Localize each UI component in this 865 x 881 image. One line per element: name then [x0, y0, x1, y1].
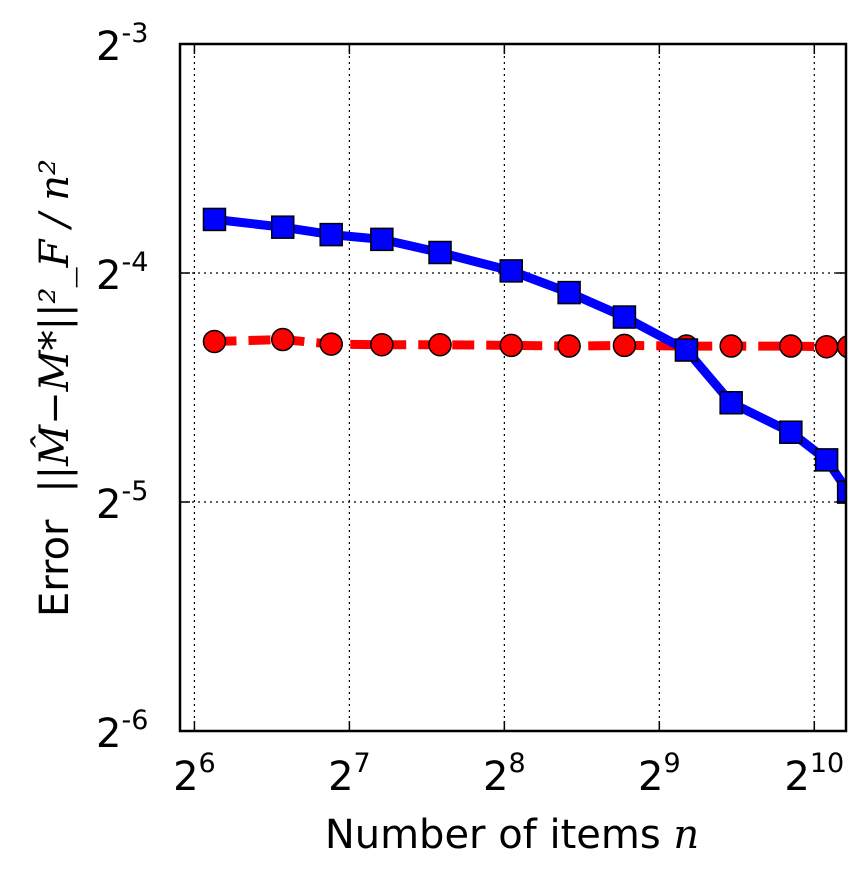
series-1-point-7 [612, 333, 637, 358]
series-1-point-9 [719, 334, 743, 358]
y-axis-label-text: Error [32, 519, 78, 617]
series-0-point-0 [202, 207, 227, 232]
series-0-point-11 [814, 448, 839, 472]
x-tick-label-0: 26 [173, 748, 216, 800]
x-tick-label-2: 28 [483, 748, 526, 800]
series-0-point-7 [612, 305, 637, 329]
series-0-point-1 [270, 215, 295, 239]
series-1-point-10 [779, 334, 803, 358]
series-1-line [214, 335, 846, 352]
series-layer [202, 207, 865, 535]
series-1-point-2 [319, 332, 343, 356]
grid [180, 43, 846, 732]
x-tick-label-3: 29 [638, 748, 681, 800]
series-0 [202, 207, 865, 535]
series-0-point-8 [674, 338, 699, 362]
series-1-point-4 [428, 332, 452, 357]
series-1-point-3 [370, 332, 394, 357]
series-1-point-6 [557, 334, 581, 358]
series-0-point-4 [428, 240, 452, 265]
series-0-point-2 [319, 222, 343, 247]
y-axis-label-math: ||M̂−M*||²_F / n² [32, 159, 78, 493]
series-1-point-0 [202, 329, 227, 354]
series-0-line [213, 214, 846, 497]
series-0-point-10 [779, 420, 803, 444]
y-tick-label-2: 2-4 [96, 247, 148, 299]
plot-frame [178, 42, 848, 733]
series-0-point-12 [836, 480, 846, 504]
series-0-point-3 [370, 227, 394, 252]
series-1-point-12 [836, 335, 846, 359]
x-axis-label-text: Number of items [325, 812, 661, 858]
series-1 [202, 327, 865, 359]
y-tick-label-3: 2-3 [96, 18, 148, 70]
series-0-point-13 [857, 513, 865, 535]
ticks: 26 27 28 29 210 2-6 2-5 2-4 2-3 [96, 18, 846, 800]
series-1-point-11 [814, 334, 839, 359]
x-tick-label-1: 27 [328, 748, 371, 800]
series-0-point-6 [557, 280, 581, 305]
series-1-point-5 [499, 333, 523, 358]
series-0-point-5 [499, 259, 523, 283]
series-0-point-9 [719, 391, 743, 415]
y-axis-label: Error ||M̂−M*||²_F / n² [32, 159, 78, 617]
x-tick-label-4: 210 [784, 748, 844, 800]
y-tick-label-0: 2-6 [96, 705, 148, 757]
series-1-point-13 [857, 336, 865, 358]
y-tick-label-1: 2-5 [96, 476, 148, 528]
x-axis-label-math: n [673, 812, 699, 858]
x-axis-label: Number of items n [325, 812, 699, 858]
series-1-point-1 [270, 327, 295, 352]
